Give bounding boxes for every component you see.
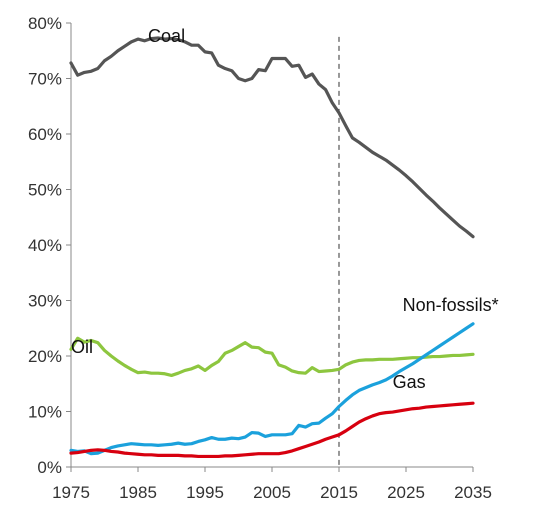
series-line-non-fossils <box>69 322 475 456</box>
x-tick-label: 2005 <box>253 483 291 502</box>
y-tick-label: 40% <box>28 236 62 255</box>
x-tick-label: 1985 <box>119 483 157 502</box>
series-label-oil: Oil <box>71 337 93 357</box>
y-tick-label: 50% <box>28 181 62 200</box>
x-tick-label: 2015 <box>320 483 358 502</box>
y-tick-label: 80% <box>28 14 62 33</box>
y-tick-label: 30% <box>28 292 62 311</box>
y-tick-label: 20% <box>28 347 62 366</box>
series-labels: Coal Oil Non-fossils* Gas <box>71 26 499 392</box>
series-label-non-fossils: Non-fossils* <box>403 295 499 315</box>
series-layer <box>69 36 475 459</box>
y-tick-label: 70% <box>28 70 62 89</box>
x-tick-label: 1975 <box>52 483 90 502</box>
series-line-gas <box>69 401 475 459</box>
y-tick-label: 10% <box>28 403 62 422</box>
x-tick-label: 1995 <box>186 483 224 502</box>
series-label-coal: Coal <box>148 26 185 46</box>
series-label-gas: Gas <box>393 372 426 392</box>
x-tick-label: 2035 <box>454 483 492 502</box>
series-line-oil <box>69 336 475 378</box>
series-line-coal <box>69 36 475 239</box>
axes: 0% 10% 20% 30% 40% 50% 60% 70% 80% 1975 1985 1995 20… <box>28 14 492 502</box>
y-tick-label: 60% <box>28 125 62 144</box>
x-tick-label: 2025 <box>387 483 425 502</box>
y-tick-label: 0% <box>37 458 62 477</box>
